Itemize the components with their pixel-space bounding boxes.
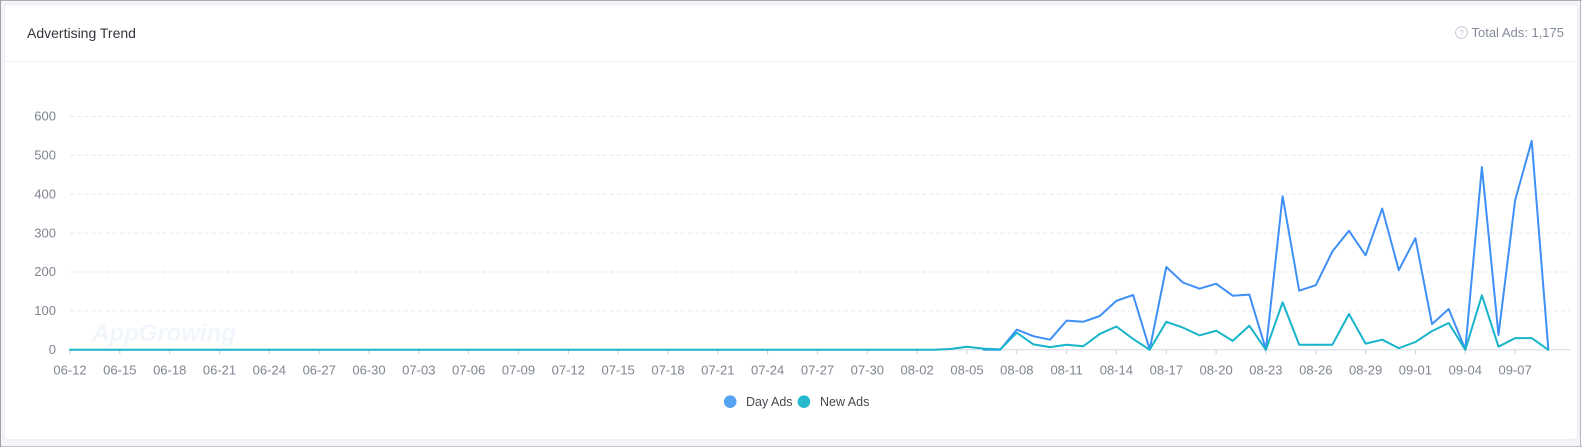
svg-text:07-12: 07-12 xyxy=(552,363,585,378)
svg-text:07-15: 07-15 xyxy=(601,363,634,378)
svg-text:06-30: 06-30 xyxy=(352,363,385,378)
svg-text:06-24: 06-24 xyxy=(253,363,286,378)
svg-text:07-09: 07-09 xyxy=(502,363,535,378)
svg-text:07-24: 07-24 xyxy=(751,363,784,378)
svg-text:07-27: 07-27 xyxy=(801,363,834,378)
svg-text:200: 200 xyxy=(34,264,56,279)
svg-text:600: 600 xyxy=(34,109,56,124)
svg-text:08-26: 08-26 xyxy=(1299,363,1332,378)
svg-text:AppGrowing: AppGrowing xyxy=(91,320,236,347)
svg-text:08-05: 08-05 xyxy=(950,363,983,378)
svg-text:09-07: 09-07 xyxy=(1498,363,1531,378)
svg-text:100: 100 xyxy=(34,303,56,318)
svg-text:06-21: 06-21 xyxy=(203,363,236,378)
svg-text:09-01: 09-01 xyxy=(1399,363,1432,378)
svg-text:New Ads: New Ads xyxy=(820,395,869,409)
svg-text:08-08: 08-08 xyxy=(1000,363,1033,378)
svg-text:?: ? xyxy=(1460,28,1465,38)
svg-text:Day Ads: Day Ads xyxy=(746,395,793,409)
svg-text:07-06: 07-06 xyxy=(452,363,485,378)
svg-text:300: 300 xyxy=(34,225,56,240)
svg-text:0: 0 xyxy=(49,342,56,357)
svg-text:06-15: 06-15 xyxy=(103,363,136,378)
svg-text:06-12: 06-12 xyxy=(53,363,86,378)
svg-text:06-18: 06-18 xyxy=(153,363,186,378)
svg-text:08-23: 08-23 xyxy=(1249,363,1282,378)
svg-text:07-21: 07-21 xyxy=(701,363,734,378)
svg-text:07-03: 07-03 xyxy=(402,363,435,378)
svg-text:08-17: 08-17 xyxy=(1150,363,1183,378)
svg-text:06-27: 06-27 xyxy=(303,363,336,378)
svg-text:07-30: 07-30 xyxy=(851,363,884,378)
svg-text:08-02: 08-02 xyxy=(900,363,933,378)
svg-text:09-04: 09-04 xyxy=(1449,363,1482,378)
svg-text:08-20: 08-20 xyxy=(1199,363,1232,378)
svg-text:500: 500 xyxy=(34,148,56,163)
svg-text:08-14: 08-14 xyxy=(1100,363,1133,378)
svg-text:08-29: 08-29 xyxy=(1349,363,1382,378)
svg-text:07-18: 07-18 xyxy=(651,363,684,378)
svg-text:400: 400 xyxy=(34,186,56,201)
svg-text:08-11: 08-11 xyxy=(1050,363,1082,378)
